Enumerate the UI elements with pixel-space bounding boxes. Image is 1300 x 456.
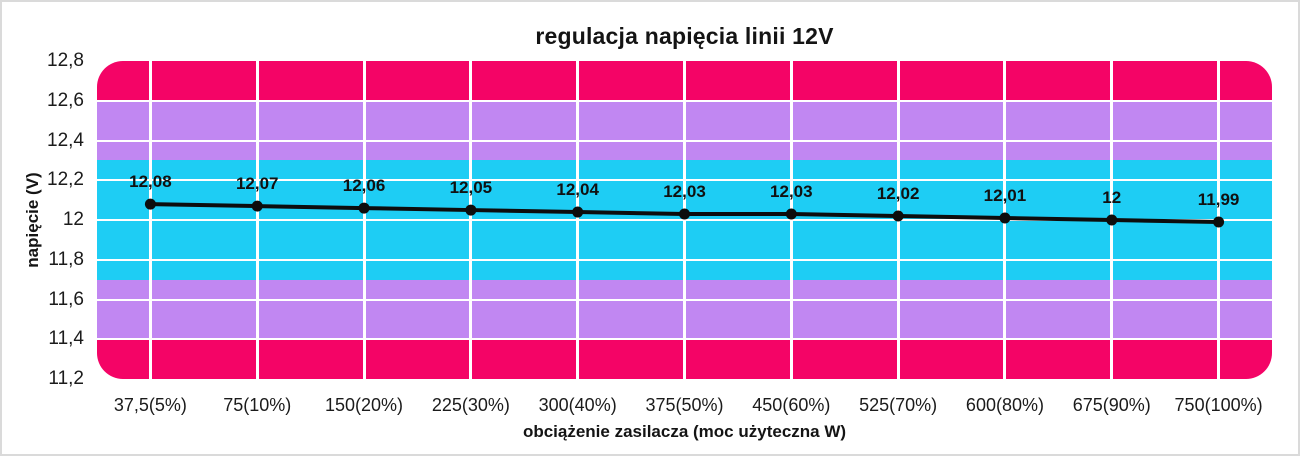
gridline-vertical bbox=[362, 61, 366, 379]
data-point bbox=[892, 210, 904, 222]
data-point-label: 12,06 bbox=[342, 176, 386, 196]
y-tick-label: 12,4 bbox=[47, 129, 84, 151]
data-point bbox=[1213, 216, 1225, 228]
x-tick-label: 37,5(5%) bbox=[113, 395, 187, 415]
gridline-vertical bbox=[683, 61, 686, 379]
x-axis-title: obciążenie zasilacza (moc użyteczna W) bbox=[522, 422, 847, 441]
data-point bbox=[785, 208, 797, 220]
data-point bbox=[144, 198, 156, 210]
data-point bbox=[999, 212, 1011, 224]
data-point-label: 12,03 bbox=[770, 182, 813, 202]
data-point-label: 12 bbox=[1102, 188, 1122, 207]
data-point-label: 12,01 bbox=[983, 186, 1027, 205]
data-point-label: 11,99 bbox=[1197, 189, 1240, 209]
x-tick-label: 375(50%) bbox=[645, 395, 724, 415]
x-tick-label: 75(10%) bbox=[223, 395, 292, 415]
gridline-vertical bbox=[576, 61, 580, 379]
y-tick-label: 11,6 bbox=[48, 288, 84, 310]
data-point bbox=[572, 206, 584, 218]
gridline-vertical bbox=[789, 61, 793, 379]
y-tick-label: 11,4 bbox=[48, 328, 84, 350]
data-point bbox=[358, 202, 370, 214]
x-tick-label: 600(80%) bbox=[965, 395, 1044, 415]
gridline-vertical bbox=[255, 61, 259, 379]
data-point-label: 12,08 bbox=[129, 172, 172, 192]
x-tick-label: 750(100%) bbox=[1174, 395, 1263, 415]
gridline-vertical bbox=[148, 61, 152, 379]
x-tick-label: 675(90%) bbox=[1072, 395, 1151, 415]
x-axis-ticks: 37,5(5%) 75(10%) 150(20%) 225(30%) 300(40%) 3… bbox=[2, 394, 1298, 420]
y-tick-label: 12,8 bbox=[47, 50, 84, 71]
x-tick-label: 450(60%) bbox=[752, 395, 831, 415]
data-point-label: 12,05 bbox=[449, 178, 493, 198]
data-point bbox=[251, 200, 263, 212]
data-point-label: 12,02 bbox=[876, 184, 920, 204]
x-tick-label: 150(20%) bbox=[325, 395, 404, 415]
data-point bbox=[465, 204, 477, 216]
data-point bbox=[1106, 214, 1118, 226]
data-point-label: 12,07 bbox=[235, 174, 279, 194]
x-tick-label: 525(70%) bbox=[859, 395, 938, 415]
data-point-label: 12,03 bbox=[663, 182, 706, 202]
y-tick-label: 12 bbox=[62, 209, 84, 230]
y-tick-label: 12,2 bbox=[47, 169, 84, 191]
y-axis-ticks: 12,8 12,6 12,4 12,2 12 11,8 11,6 11,4 11,2 bbox=[2, 2, 84, 454]
data-point bbox=[679, 208, 690, 220]
y-tick-label: 12,6 bbox=[47, 89, 84, 111]
data-point-label: 12,04 bbox=[556, 180, 599, 200]
y-tick-label: 11,2 bbox=[48, 368, 84, 389]
plot-area: 12,08 12,07 12,06 12,05 12,04 12,03 12,03 12,02… bbox=[97, 61, 1272, 379]
x-tick-label: 225(30%) bbox=[431, 395, 510, 415]
voltage-series bbox=[144, 198, 1225, 228]
gridline-vertical bbox=[469, 61, 473, 379]
y-tick-label: 11,8 bbox=[48, 248, 84, 270]
chart-title: regulacja napięcia linii 12V bbox=[535, 23, 834, 49]
x-tick-label: 300(40%) bbox=[538, 395, 617, 415]
